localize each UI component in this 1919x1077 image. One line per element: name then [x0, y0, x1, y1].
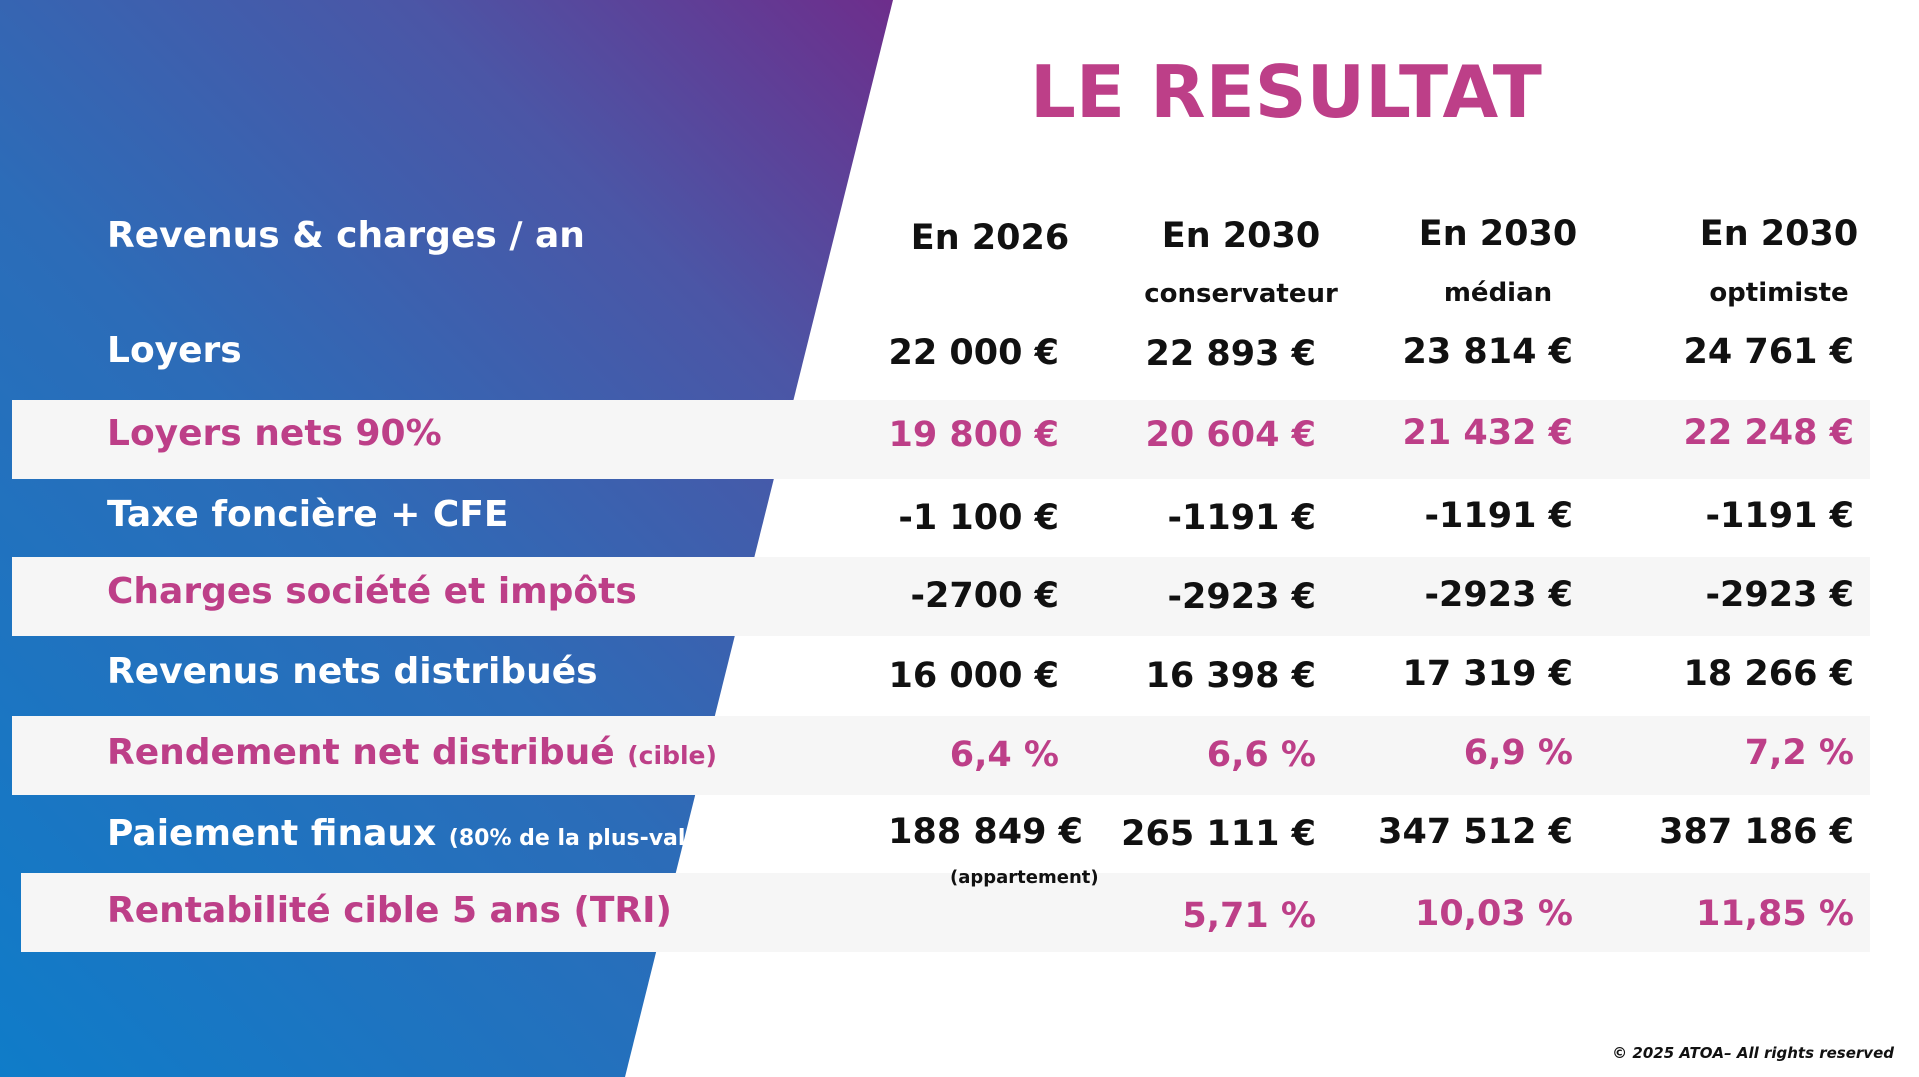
- cell-value: -1191 €: [1705, 496, 1854, 536]
- row-label-taxe-fonciere: Taxe foncière + CFE: [107, 494, 509, 535]
- row-label-text: Paiement finaux: [107, 813, 437, 854]
- copyright-notice: © 2025 ATOA– All rights reserved: [1612, 1044, 1894, 1062]
- row-band: [12, 716, 1870, 795]
- cell-value: 18 266 €: [1683, 654, 1855, 694]
- cell-value: 17 319 €: [1402, 654, 1574, 694]
- cell-value: 22 000 €: [888, 333, 1060, 373]
- column-header-scenario: médian: [1443, 278, 1553, 308]
- cell-value: 22 893 €: [1145, 334, 1317, 374]
- cell-value: 20 604 €: [1145, 415, 1317, 455]
- cell-value: -2923 €: [1167, 577, 1316, 617]
- row-label-revenus-nets: Revenus nets distribués: [107, 651, 598, 692]
- row-label-rendement: Rendement net distribué (cible): [107, 732, 717, 773]
- cell-value: 387 186 €: [1659, 812, 1854, 852]
- row-band: [21, 873, 1870, 952]
- row-label-text: Rendement net distribué: [107, 732, 615, 773]
- row-label-suffix: (80% de la plus-value): [448, 826, 727, 851]
- row-band: [12, 557, 1870, 636]
- cell-value: -1191 €: [1424, 496, 1573, 536]
- cell-value: -1191 €: [1167, 498, 1316, 538]
- page-title: LE RESULTAT: [1030, 50, 1542, 134]
- cell-value: 23 814 €: [1402, 332, 1574, 372]
- column-header-scenario: optimiste: [1709, 278, 1849, 308]
- row-header-label: Revenus & charges / an: [107, 215, 585, 256]
- cell-value: 21 432 €: [1402, 413, 1574, 453]
- row-band: [12, 400, 1870, 479]
- row-label-loyers-nets: Loyers nets 90%: [107, 413, 442, 454]
- row-label-loyers: Loyers: [107, 330, 242, 371]
- cell-value: 6,9 %: [1463, 733, 1573, 773]
- cell-value: 24 761 €: [1683, 332, 1855, 372]
- cell-value: 16 398 €: [1145, 656, 1317, 696]
- appartement-note: (appartement): [950, 867, 1099, 888]
- cell-value: 19 800 €: [888, 415, 1060, 455]
- column-header-year: En 2030: [1699, 214, 1859, 254]
- cell-value: -2923 €: [1424, 575, 1573, 615]
- cell-value: 6,6 %: [1206, 735, 1316, 775]
- cell-value: 5,71 %: [1182, 896, 1316, 936]
- cell-value: 16 000 €: [888, 656, 1060, 696]
- row-label-charges-societe: Charges société et impôts: [107, 571, 637, 612]
- row-label-rentabilite: Rentabilité cible 5 ans (TRI): [107, 890, 672, 931]
- cell-value: -2700 €: [910, 576, 1059, 616]
- cell-value: 188 849 €: [888, 812, 1083, 852]
- cell-value: 6,4 %: [949, 735, 1059, 775]
- column-header-scenario: conservateur: [1144, 279, 1338, 309]
- column-header-year: En 2030: [1161, 216, 1321, 256]
- column-header-year: En 2030: [1418, 214, 1578, 254]
- cell-value: -1 100 €: [898, 498, 1059, 538]
- cell-value: 7,2 %: [1744, 733, 1854, 773]
- cell-value: 347 512 €: [1378, 812, 1573, 852]
- cell-value: 22 248 €: [1683, 413, 1855, 453]
- cell-value: 10,03 %: [1415, 894, 1573, 934]
- row-label-suffix: (cible): [627, 741, 717, 770]
- cell-value: 265 111 €: [1121, 814, 1316, 854]
- column-header-year: En 2026: [910, 218, 1070, 258]
- cell-value: 11,85 %: [1696, 894, 1854, 934]
- row-label-paiement-finaux: Paiement finaux (80% de la plus-value): [107, 813, 726, 854]
- cell-value: -2923 €: [1705, 575, 1854, 615]
